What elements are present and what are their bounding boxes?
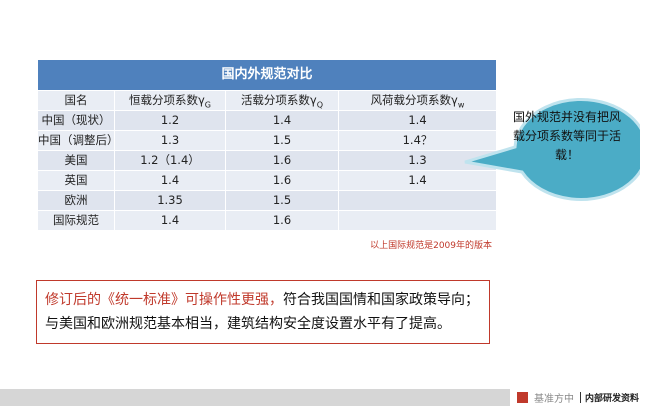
- table-row: 欧洲 1.35 1.5: [38, 190, 496, 210]
- table-cell: 1.3: [408, 153, 427, 167]
- table-row: 国际规范 1.4 1.6: [38, 210, 496, 230]
- table-cell: 1.6: [226, 211, 339, 230]
- table-cell: 1.4？: [402, 133, 433, 147]
- table-row: 中国（调整后） 1.3 1.5 1.4？: [38, 130, 496, 150]
- callout-bubble: [464, 97, 640, 201]
- table-cell: 1.4: [408, 113, 427, 127]
- header-country: 国名: [38, 91, 115, 110]
- summary-box: 修订后的《统一标准》可操作性更强，符合我国国情和国家政策导向； 与美国和欧洲规范…: [36, 280, 490, 344]
- table-cell: 1.5: [226, 191, 339, 210]
- header-live-load: 活载分项系数γQ: [226, 91, 339, 110]
- table-cell: 1.4: [408, 173, 427, 187]
- table-cell: 1.3: [115, 131, 226, 150]
- header-wind-load: 风荷载分项系数γw: [370, 93, 465, 110]
- table-cell: 国际规范: [38, 211, 115, 230]
- table-cell: 1.4: [115, 171, 226, 190]
- table-cell: 欧洲: [38, 191, 115, 210]
- version-note: 以上国际规范是2009年的版本: [370, 241, 492, 251]
- table-cell: 中国（调整后）: [38, 131, 119, 150]
- table-row: 英国 1.4 1.6 1.4: [38, 170, 496, 190]
- brand-name: 基准方中: [534, 394, 574, 405]
- summary-highlight: 修订后的《统一标准》可操作性更强，: [45, 292, 283, 308]
- table-cell: 中国（现状）: [38, 111, 115, 130]
- summary-line1: 符合我国国情和国家政策导向；: [283, 292, 479, 308]
- footer-bar: [0, 389, 510, 406]
- table-row: 美国 1.2（1.4） 1.6 1.3: [38, 150, 496, 170]
- table-cell: 1.4: [226, 111, 339, 130]
- table-cell: 1.6: [226, 171, 339, 190]
- internal-tag: 内部研发资料: [585, 394, 640, 404]
- footer-logo: 基准方中 内部研发资料: [517, 389, 639, 406]
- seal-icon: [517, 392, 528, 403]
- comparison-table: 国内外规范对比 国名 恒载分项系数γG 活载分项系数γQ 风荷载分项系数γw 中…: [38, 60, 496, 230]
- callout-text: 国外规范并没有把风载分项系数等同于活载！: [512, 110, 621, 162]
- table-header-row: 国名 恒载分项系数γG 活载分项系数γQ 风荷载分项系数γw: [38, 90, 496, 110]
- table-title: 国内外规范对比: [38, 60, 496, 90]
- summary-line2: 与美国和欧洲规范基本相当，建筑结构安全度设置水平有了提高。: [45, 316, 451, 332]
- header-dead-load: 恒载分项系数γG: [115, 91, 226, 110]
- table-cell: 1.2（1.4）: [115, 151, 226, 170]
- table-cell: [339, 211, 496, 230]
- table-cell: 1.4: [115, 211, 226, 230]
- table-cell: 1.35: [115, 191, 226, 210]
- table-cell: 1.6: [226, 151, 339, 170]
- table-cell: 1.2: [115, 111, 226, 130]
- table-cell: 美国: [38, 151, 115, 170]
- table-cell: 1.5: [226, 131, 339, 150]
- table-row: 中国（现状） 1.2 1.4 1.4: [38, 110, 496, 130]
- table-cell: 英国: [38, 171, 115, 190]
